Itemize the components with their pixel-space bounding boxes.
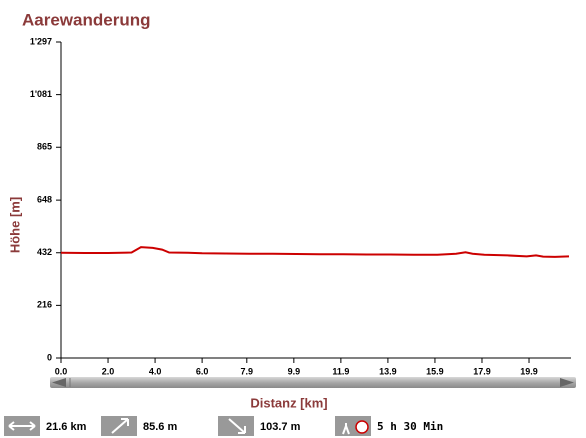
x-tick-label: 4.0 [149, 366, 162, 376]
descent: 103.7 m [260, 421, 301, 433]
y-tick-label: 648 [37, 194, 52, 204]
x-tick-label: 0.0 [55, 366, 68, 376]
x-tick-label: 11.9 [332, 366, 349, 376]
scroll-right[interactable] [560, 378, 574, 387]
x-tick-label: 6.0 [196, 366, 209, 376]
chart-title: Aarewanderung [22, 10, 150, 29]
x-tick-label: 17.9 [473, 366, 491, 376]
x-tick-label: 15.9 [426, 366, 444, 376]
x-tick-label: 7.9 [241, 366, 254, 376]
x-tick-label: 19.9 [520, 366, 538, 376]
y-tick-label: 0 [47, 352, 52, 362]
y-tick-label: 432 [37, 247, 52, 257]
y-tick-label: 1'297 [30, 36, 52, 46]
time: 5 h 30 Min [377, 420, 443, 433]
footer: 21.6 km 85.6 m 103.7 m 5 h 30 Min [4, 416, 443, 436]
x-tick-label: 9.9 [288, 366, 301, 376]
y-axis-label: Höhe [m] [7, 197, 22, 253]
distance: 21.6 km [46, 421, 87, 433]
scroll-track[interactable] [50, 377, 576, 388]
ascent: 85.6 m [143, 421, 177, 433]
x-axis-label: Distanz [km] [250, 395, 327, 410]
elevation-line [60, 246, 570, 258]
scrollbar[interactable] [50, 377, 576, 388]
scroll-left[interactable] [52, 378, 66, 387]
x-tick-label: 13.9 [379, 366, 397, 376]
y-tick-label: 1'081 [30, 89, 52, 99]
x-tick-label: 2.0 [102, 366, 115, 376]
y-tick-label: 216 [37, 300, 52, 310]
y-tick-label: 865 [37, 142, 52, 152]
